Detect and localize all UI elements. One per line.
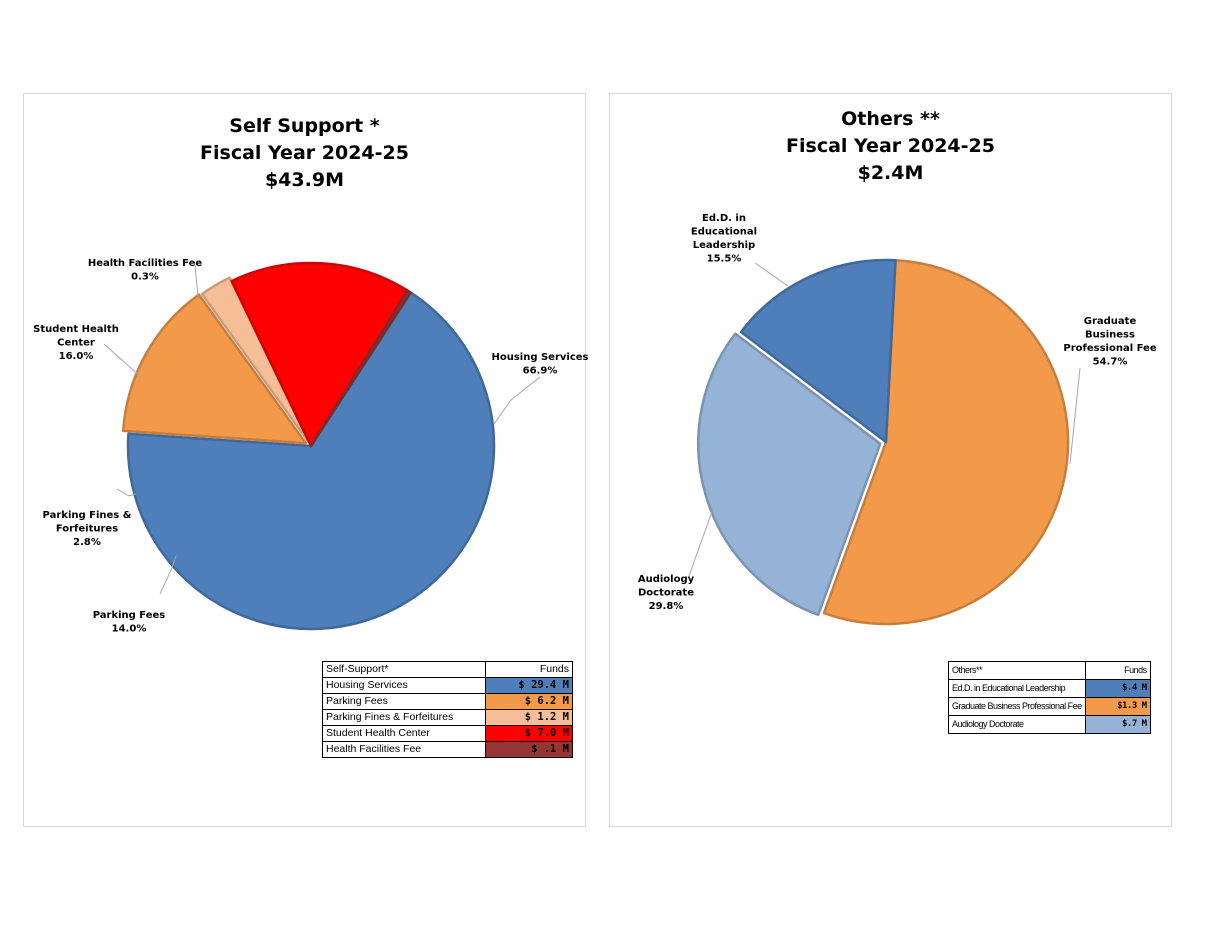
table-row-label: Housing Services (322, 677, 486, 694)
table-header-funds: Funds (1084, 661, 1151, 680)
leader-line-audiology-doctorate (688, 505, 715, 577)
leader-line-graduate-business-professional-fee (1069, 367, 1081, 465)
data-label-student-health-center: Student Health Center 16.0% (33, 324, 119, 362)
data-label-line: Professional Fee (1063, 343, 1156, 354)
table-row-label: Student Health Center (322, 725, 486, 742)
chart-title-line-2: Fiscal Year 2024-25 (786, 135, 995, 157)
data-label-line: 2.8% (73, 537, 101, 548)
table-row-label: Ed.D. in Educational Leadership (948, 679, 1086, 698)
others-funds-table: Others** Funds Ed.D. in Educational Lead… (948, 661, 1151, 734)
data-label-line: Doctorate (638, 588, 694, 599)
table-row-value: $ 29.4 M (485, 677, 573, 694)
table-row-value: $ .1 M (485, 741, 573, 758)
leader-line-parking-fines-forfeitures (116, 488, 137, 497)
others-chart-panel: Others ** Fiscal Year 2024-25 $2.4M Grad… (609, 93, 1172, 827)
table-row-label: Graduate Business Professional Fee (948, 697, 1086, 716)
leader-line-parking-fees (159, 555, 177, 595)
data-label-line: 14.0% (112, 624, 147, 635)
table-row-value: $ 1.2 M (485, 709, 573, 726)
pie-slice-housing-services (126, 291, 496, 631)
table-row: Housing Services $ 29.4 M (322, 677, 573, 694)
data-label-audiology-doctorate: Audiology Doctorate 29.8% (638, 574, 695, 612)
table-row-label: Parking Fines & Forfeitures (322, 709, 486, 726)
table-row-value: $1.3 M (1084, 697, 1151, 716)
table-header-row: Others** Funds (948, 661, 1151, 680)
pie-slice-graduate-business-professional-fee (822, 259, 1070, 626)
self-support-chart-panel: Self Support * Fiscal Year 2024-25 $43.9… (23, 93, 589, 827)
table-row: Parking Fines & Forfeitures $ 1.2 M (322, 709, 573, 726)
data-label-ed-d-in-educational-leadership: Ed.D. in Educational Leadership 15.5% (691, 213, 757, 265)
table-header-funds: Funds (485, 661, 573, 678)
data-label-line: Graduate (1084, 316, 1137, 327)
data-label-line: Parking Fees (93, 610, 166, 621)
pie-slice-parking-fines-forfeitures (200, 276, 311, 444)
data-label-line: 29.8% (649, 601, 684, 612)
table-row-value: $.7 M (1084, 715, 1151, 734)
data-label-line: Housing Services (491, 352, 588, 363)
table-row: Ed.D. in Educational Leadership $.4 M (948, 679, 1151, 698)
data-label-graduate-business-professional-fee: Graduate Business Professional Fee 54.7% (1063, 316, 1156, 368)
chart-title-line-1: Self Support * (229, 115, 380, 137)
data-label-line: 66.9% (523, 366, 558, 377)
leader-line-housing-services (493, 376, 541, 425)
self-support-funds-table: Self-Support* Funds Housing Services $ 2… (322, 661, 573, 758)
table-row: Graduate Business Professional Fee $1.3 … (948, 697, 1151, 716)
leader-line-student-health-center (103, 343, 142, 378)
chart-title-line-3: $43.9M (264, 169, 344, 191)
data-label-line: Forfeitures (56, 524, 118, 535)
table-header-row: Self-Support* Funds (322, 661, 573, 678)
data-label-line: Ed.D. in (702, 213, 746, 224)
data-label-line: Student Health (33, 324, 119, 335)
data-label-line: Audiology (638, 574, 695, 585)
data-label-housing-services: Housing Services 66.9% (491, 352, 588, 377)
table-row: Health Facilities Fee $ .1 M (322, 741, 573, 758)
data-label-health-facilities-fee: Health Facilities Fee 0.3% (88, 258, 203, 283)
data-label-line: Leadership (693, 240, 755, 251)
pie-slice-parking-fees (121, 293, 308, 445)
data-label-line: Health Facilities Fee (88, 258, 203, 269)
table-row-value: $ 6.2 M (485, 693, 573, 710)
table-row: Parking Fees $ 6.2 M (322, 693, 573, 710)
data-label-line: 54.7% (1093, 357, 1128, 368)
data-label-line: 0.3% (131, 272, 159, 283)
data-label-parking-fees: Parking Fees 14.0% (93, 610, 166, 635)
chart-title: Others ** Fiscal Year 2024-25 $2.4M (610, 106, 1171, 187)
pie-slice-health-facilities-fee (309, 289, 412, 448)
chart-title-line-2: Fiscal Year 2024-25 (200, 142, 409, 164)
table-row-label: Health Facilities Fee (322, 741, 486, 758)
chart-title-line-3: $2.4M (857, 162, 924, 184)
table-row-value: $ 7.0 M (485, 725, 573, 742)
leader-line-health-facilities-fee (194, 265, 199, 297)
data-label-line: Educational (691, 227, 757, 238)
table-header-label: Self-Support* (322, 661, 486, 678)
data-label-parking-fines-forfeitures: Parking Fines & Forfeitures 2.8% (43, 510, 132, 548)
table-row: Student Health Center $ 7.0 M (322, 725, 573, 742)
pie-slice-ed-d-in-educational-leadership (739, 258, 897, 444)
chart-title-line-1: Others ** (841, 108, 940, 130)
table-header-label: Others** (948, 661, 1086, 680)
leader-line-ed-d-in-educational-leadership (754, 262, 789, 287)
data-label-line: Business (1085, 330, 1135, 341)
data-label-line: 15.5% (707, 254, 742, 265)
table-row-label: Audiology Doctorate (948, 715, 1086, 734)
pie-slice-audiology-doctorate (697, 332, 882, 617)
table-row: Audiology Doctorate $.7 M (948, 715, 1151, 734)
data-label-line: Parking Fines & (43, 510, 132, 521)
table-row-label: Parking Fees (322, 693, 486, 710)
others-pie-chart: Graduate Business Professional Fee 54.7% Aud… (638, 213, 1157, 626)
data-label-line: 16.0% (59, 351, 94, 362)
data-label-line: Center (57, 338, 95, 349)
self-support-pie-chart: Housing Services 66.9%Parking Fees 14.0%Pa… (33, 258, 588, 635)
table-row-value: $.4 M (1084, 679, 1151, 698)
chart-title: Self Support * Fiscal Year 2024-25 $43.9… (24, 113, 585, 194)
pie-slice-student-health-center (230, 261, 410, 448)
